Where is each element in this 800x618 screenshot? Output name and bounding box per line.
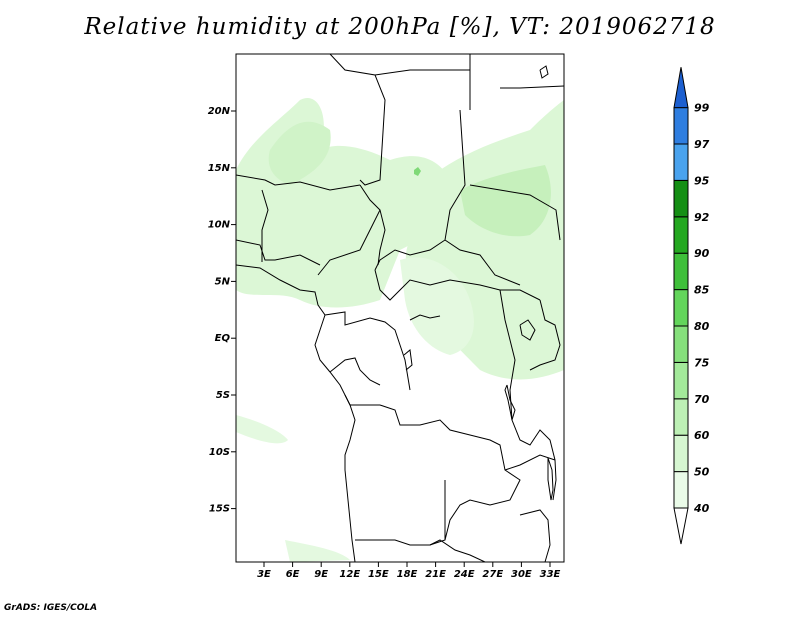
border-line (504, 454, 556, 471)
colorbar-segment (673, 143, 689, 181)
colorbar-label: 60 (694, 429, 710, 442)
lon-label: 24E (454, 569, 475, 580)
colorbar-label: 50 (694, 466, 710, 479)
island-outline (539, 65, 549, 79)
border-line (236, 239, 321, 266)
colorbar-segment (673, 325, 689, 363)
colorbar-label: 70 (694, 393, 710, 406)
border-line (469, 184, 561, 241)
colorbar-segment (673, 216, 689, 254)
humid-spot-chad (414, 167, 421, 176)
colorbar-segment (673, 289, 689, 327)
border-line (261, 189, 269, 262)
colorbar-label: 85 (694, 284, 710, 297)
colorbar-label: 80 (694, 320, 710, 333)
colorbar-label: 95 (694, 174, 710, 187)
colorbar-segment (673, 434, 689, 473)
colorbar-label: 92 (694, 211, 710, 224)
lat-label: 20N (208, 106, 231, 117)
grads-credit: GrADS: IGES/COLA (4, 603, 98, 613)
border-line (519, 509, 551, 562)
humid-region-atlantic (236, 415, 288, 444)
humidity-shading (236, 98, 564, 562)
colorbar: 40 50 60 70 75 80 85 90 92 95 97 99 (673, 67, 710, 545)
border-line (444, 239, 521, 286)
border-line (377, 209, 386, 266)
colorbar-segment (673, 107, 689, 145)
colorbar-segment (673, 361, 689, 400)
colorbar-segment (673, 252, 689, 291)
map-title: Relative humidity at 200hPa [%], VT: 201… (84, 14, 716, 40)
colorbar-label: 75 (694, 356, 710, 369)
lake-outline (504, 384, 516, 421)
border-line (500, 85, 564, 89)
lat-label: 10S (209, 447, 230, 458)
humid-region-sahel-north (268, 121, 331, 185)
lon-label: 18E (397, 569, 418, 580)
lon-label: 15E (368, 569, 389, 580)
axis-ticks (231, 110, 551, 567)
border-line (529, 299, 561, 371)
colorbar-label: 40 (693, 502, 710, 515)
lat-label: EQ (215, 333, 231, 344)
lat-label: 5N (215, 276, 231, 287)
river-outline (409, 314, 441, 321)
lon-label: 6E (286, 569, 300, 580)
colorbar-label: 90 (694, 247, 710, 260)
border-line (236, 54, 386, 186)
border-line (374, 69, 471, 110)
border-line (344, 394, 521, 546)
lake-outline (547, 457, 554, 501)
colorbar-label: 97 (694, 138, 710, 151)
border-line (317, 184, 381, 276)
colorbar-segment (673, 179, 689, 218)
colorbar-lower-arrow (673, 507, 689, 545)
lon-label: 27E (482, 569, 503, 580)
lon-label: 33E (540, 569, 561, 580)
lat-label: 10N (208, 220, 231, 231)
map-frame (235, 53, 565, 563)
humid-region-south (285, 540, 350, 562)
lake-outline (519, 319, 536, 341)
humid-region-highlands (460, 165, 551, 237)
lat-label: 15S (209, 504, 230, 515)
river-outline (403, 349, 413, 371)
lat-label: 15N (208, 163, 231, 174)
lon-label: 21E (425, 569, 446, 580)
colorbar-segment (673, 471, 689, 509)
lon-label: 12E (339, 569, 360, 580)
coastline (236, 264, 356, 562)
longitude-labels: 3E 6E 9E 12E 15E 18E 21E 24E 27E 30E 33E (257, 569, 560, 580)
colorbar-segment (673, 398, 689, 436)
lon-label: 30E (511, 569, 532, 580)
lon-label: 9E (314, 569, 328, 580)
lat-label: 5S (216, 390, 230, 401)
lon-label: 3E (257, 569, 271, 580)
border-line (429, 539, 486, 562)
border-line (329, 357, 381, 386)
latitude-labels: 20N 15N 10N 5N EQ 5S 10S 15S (208, 106, 231, 515)
colorbar-segment (673, 67, 689, 109)
border-line (374, 109, 466, 271)
border-line (236, 174, 361, 191)
colorbar-label: 99 (694, 102, 710, 115)
country-borders (236, 54, 564, 562)
border-line (374, 269, 541, 301)
border-line (324, 311, 411, 391)
